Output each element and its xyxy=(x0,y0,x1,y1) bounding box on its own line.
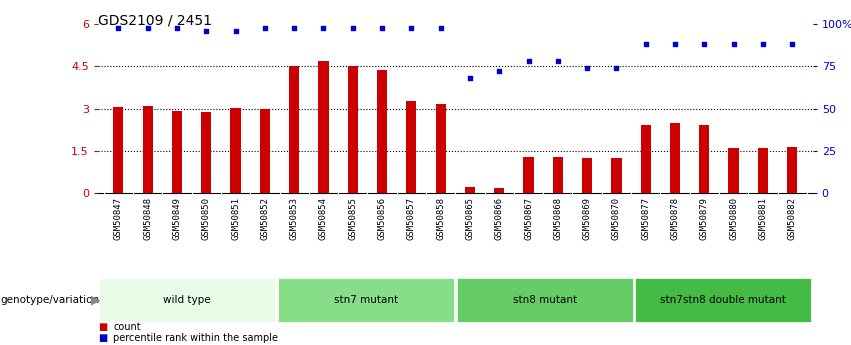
Point xyxy=(288,25,301,30)
Text: GSM50857: GSM50857 xyxy=(407,197,416,240)
Bar xyxy=(100,278,275,322)
Text: GSM50877: GSM50877 xyxy=(641,197,650,240)
Text: GSM50870: GSM50870 xyxy=(612,197,621,240)
Bar xyxy=(641,125,651,193)
Bar xyxy=(113,107,123,193)
Point xyxy=(258,25,271,30)
Bar xyxy=(611,158,621,193)
Text: GSM50867: GSM50867 xyxy=(524,197,533,240)
Text: GSM50868: GSM50868 xyxy=(553,197,563,240)
Point xyxy=(727,42,740,47)
Bar xyxy=(201,112,211,193)
Text: GSM50882: GSM50882 xyxy=(788,197,797,240)
Text: GSM50848: GSM50848 xyxy=(143,197,152,240)
Bar xyxy=(406,101,416,193)
Bar xyxy=(700,125,710,193)
Point xyxy=(668,42,682,47)
Bar xyxy=(377,70,387,193)
Point xyxy=(141,25,155,30)
Bar xyxy=(260,109,270,193)
Point xyxy=(229,28,243,34)
Bar xyxy=(465,187,475,193)
Point xyxy=(170,25,184,30)
Text: GSM50869: GSM50869 xyxy=(583,197,591,240)
Point xyxy=(199,28,213,34)
Bar xyxy=(494,188,505,193)
Point xyxy=(522,59,535,64)
Point xyxy=(434,25,448,30)
Bar xyxy=(728,148,739,193)
Point xyxy=(609,65,623,71)
Bar xyxy=(552,157,563,193)
Bar xyxy=(457,278,632,322)
Bar xyxy=(636,278,811,322)
Text: GSM50866: GSM50866 xyxy=(494,197,504,240)
Text: percentile rank within the sample: percentile rank within the sample xyxy=(113,333,278,343)
Text: GDS2109 / 2451: GDS2109 / 2451 xyxy=(98,14,212,28)
Point xyxy=(551,59,564,64)
Point xyxy=(346,25,360,30)
Bar xyxy=(787,147,797,193)
Text: stn7 mutant: stn7 mutant xyxy=(334,295,398,305)
Bar xyxy=(231,108,241,193)
Bar xyxy=(347,66,358,193)
Bar xyxy=(582,158,592,193)
Point xyxy=(698,42,711,47)
Text: GSM50850: GSM50850 xyxy=(202,197,211,240)
Bar xyxy=(172,111,182,193)
Text: genotype/variation: genotype/variation xyxy=(0,295,99,305)
Text: ■: ■ xyxy=(98,333,107,343)
Point xyxy=(756,42,769,47)
Text: ▶: ▶ xyxy=(91,294,100,307)
Bar xyxy=(523,157,534,193)
Text: GSM50880: GSM50880 xyxy=(729,197,738,240)
Point xyxy=(580,65,594,71)
Text: ■: ■ xyxy=(98,322,107,332)
Point xyxy=(493,69,506,74)
Text: GSM50847: GSM50847 xyxy=(114,197,123,240)
Bar xyxy=(757,148,768,193)
Text: GSM50881: GSM50881 xyxy=(758,197,768,240)
Bar xyxy=(436,105,446,193)
Text: stn7stn8 double mutant: stn7stn8 double mutant xyxy=(660,295,786,305)
Point xyxy=(404,25,418,30)
Text: GSM50878: GSM50878 xyxy=(671,197,679,240)
Point xyxy=(785,42,799,47)
Bar xyxy=(318,61,328,193)
Bar xyxy=(289,66,300,193)
Point xyxy=(317,25,330,30)
Point xyxy=(463,76,477,81)
Text: GSM50858: GSM50858 xyxy=(436,197,445,240)
Text: stn8 mutant: stn8 mutant xyxy=(512,295,577,305)
Text: GSM50851: GSM50851 xyxy=(231,197,240,240)
Bar xyxy=(278,278,454,322)
Text: GSM50865: GSM50865 xyxy=(465,197,475,240)
Text: GSM50852: GSM50852 xyxy=(260,197,270,240)
Text: GSM50879: GSM50879 xyxy=(700,197,709,240)
Text: GSM50854: GSM50854 xyxy=(319,197,328,240)
Bar xyxy=(143,106,153,193)
Text: GSM50856: GSM50856 xyxy=(378,197,386,240)
Point xyxy=(639,42,653,47)
Text: GSM50849: GSM50849 xyxy=(173,197,181,240)
Point xyxy=(111,25,125,30)
Point xyxy=(375,25,389,30)
Bar xyxy=(670,123,680,193)
Text: count: count xyxy=(113,322,140,332)
Text: wild type: wild type xyxy=(163,295,211,305)
Text: GSM50855: GSM50855 xyxy=(348,197,357,240)
Text: GSM50853: GSM50853 xyxy=(289,197,299,240)
